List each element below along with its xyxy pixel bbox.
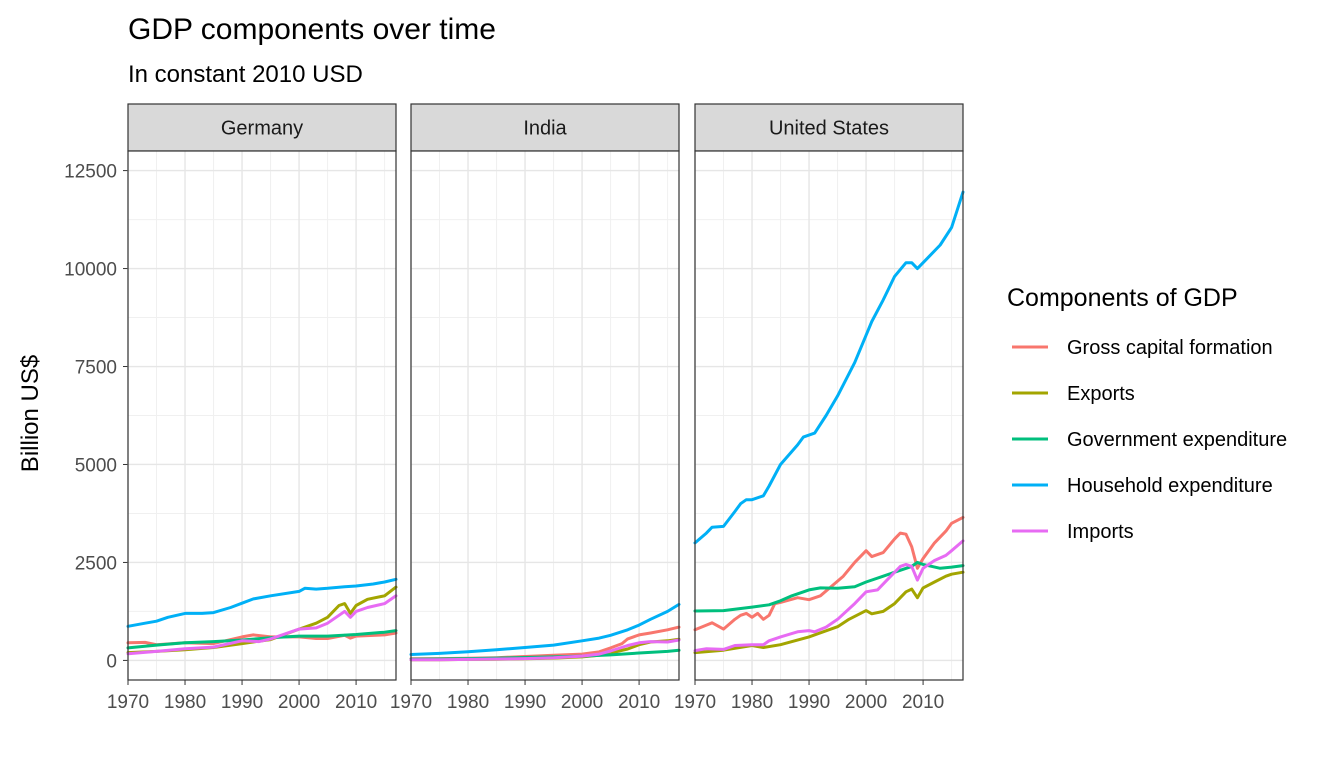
x-tick-label: 2010 xyxy=(335,692,377,713)
x-tick-label: 2010 xyxy=(618,692,660,713)
x-tick-label: 1980 xyxy=(447,692,489,713)
y-tick-label: 12500 xyxy=(64,162,117,183)
x-tick-label: 2000 xyxy=(278,692,320,713)
series-line-exports xyxy=(693,570,965,655)
facet-strip-label: India xyxy=(523,118,567,140)
facet-panel-germany: Germany 1970 1980 1990 2000 2010 xyxy=(107,103,398,713)
series-line-imports xyxy=(409,638,681,662)
legend-item-exports: Exports xyxy=(1012,383,1135,405)
legend-item-imports: Imports xyxy=(1012,521,1134,543)
x-tick-label: 2010 xyxy=(902,692,944,713)
facet-panels: Germany 1970 1980 1990 2000 2010 India 1970 1980… xyxy=(107,103,965,713)
x-tick-label: 2000 xyxy=(561,692,603,713)
x-tick-label: 1980 xyxy=(164,692,206,713)
x-tick-label: 1970 xyxy=(107,692,149,713)
legend-item-gross-capital-formation: Gross capital formation xyxy=(1012,337,1273,359)
legend-label: Government expenditure xyxy=(1067,429,1287,451)
x-tick-label: 1990 xyxy=(788,692,830,713)
chart-subtitle: In constant 2010 USD xyxy=(128,61,363,88)
panel-border xyxy=(694,150,964,681)
facet-panel-united-states: United States 1970 1980 1990 2000 2010 xyxy=(674,103,965,713)
y-axis-label: Billion US$ xyxy=(17,355,44,472)
y-tick-label: 7500 xyxy=(75,358,117,379)
series-line-imports xyxy=(693,539,965,653)
y-tick-label: 0 xyxy=(106,651,117,672)
facet-strip xyxy=(410,103,680,152)
y-axis: 0 2500 5000 7500 10000 12500 Billion US$ xyxy=(17,162,128,672)
facet-strip xyxy=(127,103,397,152)
series-line-household-expenditure xyxy=(409,602,681,656)
x-tick-label: 1980 xyxy=(731,692,773,713)
series-line-government-expenditure xyxy=(693,560,965,613)
series-line-imports xyxy=(126,594,398,656)
legend-label: Imports xyxy=(1067,521,1134,543)
x-tick-label: 2000 xyxy=(845,692,887,713)
series-line-household-expenditure xyxy=(693,190,965,545)
legend-item-household-expenditure: Household expenditure xyxy=(1012,475,1273,497)
facet-strip-label: Germany xyxy=(221,118,303,140)
y-tick-label: 10000 xyxy=(64,260,117,281)
chart-title: GDP components over time xyxy=(128,13,496,46)
series-line-household-expenditure xyxy=(126,577,398,628)
legend-item-government-expenditure: Government expenditure xyxy=(1012,429,1287,451)
legend-label: Household expenditure xyxy=(1067,475,1273,497)
legend-label: Gross capital formation xyxy=(1067,337,1273,359)
legend-title: Components of GDP xyxy=(1007,284,1238,312)
legend: Components of GDP Gross capital formation… xyxy=(1007,284,1287,543)
facet-strip xyxy=(694,103,964,152)
legend-label: Exports xyxy=(1067,383,1135,405)
y-tick-label: 5000 xyxy=(75,455,117,476)
x-tick-label: 1990 xyxy=(221,692,263,713)
facet-strip-label: United States xyxy=(769,118,889,140)
panel-border xyxy=(127,150,397,681)
facet-panel-india: India 1970 1980 1990 2000 2010 xyxy=(390,103,681,713)
x-tick-label: 1970 xyxy=(390,692,432,713)
y-tick-label: 2500 xyxy=(75,553,117,574)
x-tick-label: 1970 xyxy=(674,692,716,713)
panel-border xyxy=(410,150,680,681)
x-tick-label: 1990 xyxy=(504,692,546,713)
